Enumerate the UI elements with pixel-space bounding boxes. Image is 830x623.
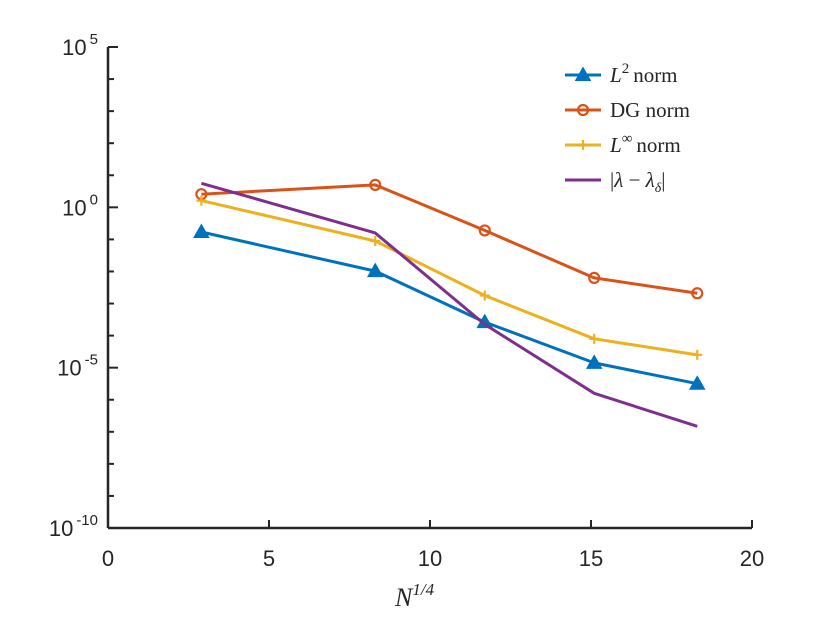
y-tick-label: 10 5 bbox=[62, 31, 98, 60]
data-point bbox=[585, 354, 603, 369]
y-tick-label: 10 -10 bbox=[49, 512, 98, 541]
x-tick-label: 20 bbox=[740, 546, 764, 571]
legend-label: DG norm bbox=[610, 98, 690, 122]
legend-marker bbox=[578, 140, 588, 150]
data-point bbox=[588, 271, 601, 284]
legend-marker bbox=[576, 103, 590, 117]
axes bbox=[106, 46, 753, 530]
legend-item: L∞ norm bbox=[565, 131, 681, 157]
y-tick-label: 10 -5 bbox=[57, 352, 98, 381]
series-2 bbox=[196, 195, 703, 360]
legend-marker bbox=[574, 66, 592, 81]
series-line bbox=[201, 230, 698, 386]
legend-item: DG norm bbox=[565, 98, 690, 122]
data-point bbox=[193, 223, 210, 239]
x-tick-label: 5 bbox=[263, 546, 275, 571]
series-line bbox=[201, 183, 698, 295]
series-3 bbox=[200, 181, 698, 428]
x-tick-labels: 0 5 10 15 20 bbox=[102, 546, 764, 571]
data-point bbox=[370, 236, 381, 247]
legend-item: L2 norm bbox=[565, 61, 678, 87]
legend-label: L∞ norm bbox=[609, 131, 681, 157]
legend-label: |λ − λδ| bbox=[610, 168, 666, 196]
series-line bbox=[200, 181, 698, 428]
data-point bbox=[589, 333, 600, 344]
x-axis-label: N1/4 bbox=[394, 580, 435, 612]
x-tick-label: 0 bbox=[102, 546, 114, 571]
x-tick-label: 10 bbox=[418, 546, 442, 571]
legend-label: L2 norm bbox=[609, 61, 678, 87]
data-point bbox=[688, 375, 706, 390]
legend-item: |λ − λδ| bbox=[565, 168, 666, 196]
data-point bbox=[692, 349, 703, 360]
data-point bbox=[691, 287, 704, 300]
x-tick-label: 15 bbox=[579, 546, 603, 571]
data-point bbox=[479, 290, 490, 301]
series-0 bbox=[193, 223, 706, 390]
y-tick-label: 10 0 bbox=[62, 191, 98, 220]
data-point bbox=[478, 224, 491, 237]
series-1 bbox=[195, 178, 704, 300]
series-layer bbox=[193, 178, 706, 428]
data-point bbox=[196, 195, 207, 206]
data-point bbox=[369, 178, 382, 191]
series-line bbox=[201, 199, 698, 357]
data-point bbox=[366, 262, 384, 278]
legend: L2 norm DG norm L∞ norm |λ − λδ| bbox=[565, 61, 690, 196]
